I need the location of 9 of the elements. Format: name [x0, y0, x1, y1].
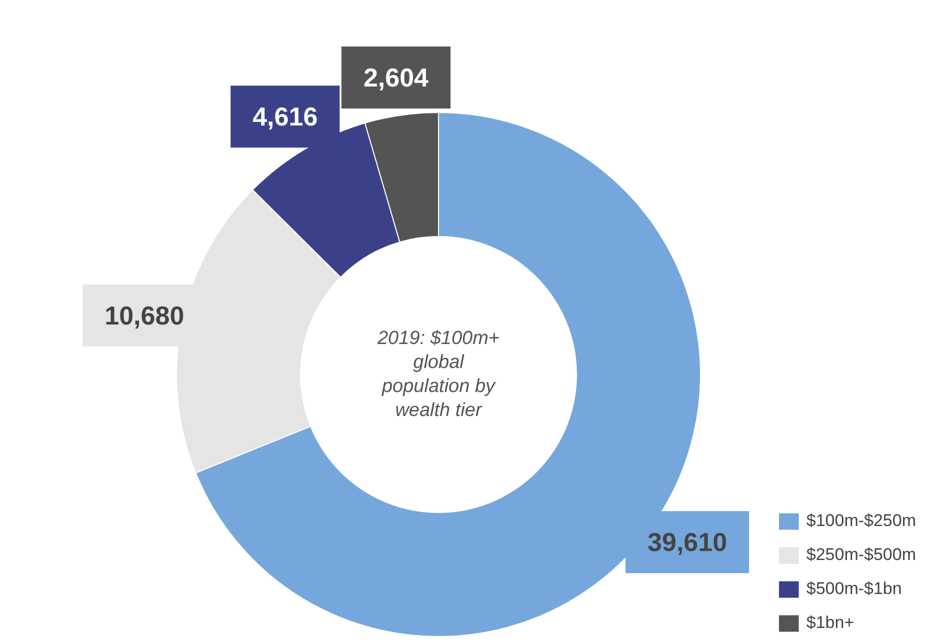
- legend-label: $250m-$500m: [806, 545, 916, 565]
- data-label: 4,616: [252, 102, 318, 132]
- legend-label: $1bn+: [806, 613, 854, 633]
- data-label: 10,680: [104, 300, 184, 330]
- legend-label: $100m-$250m: [806, 511, 916, 531]
- data-label: 39,610: [648, 527, 728, 558]
- data-label: 2,604: [363, 62, 430, 93]
- text: 2019: $100m+ global population by wealth tier: [376, 328, 500, 421]
- legend-label: $500m-$1bn: [806, 579, 902, 599]
